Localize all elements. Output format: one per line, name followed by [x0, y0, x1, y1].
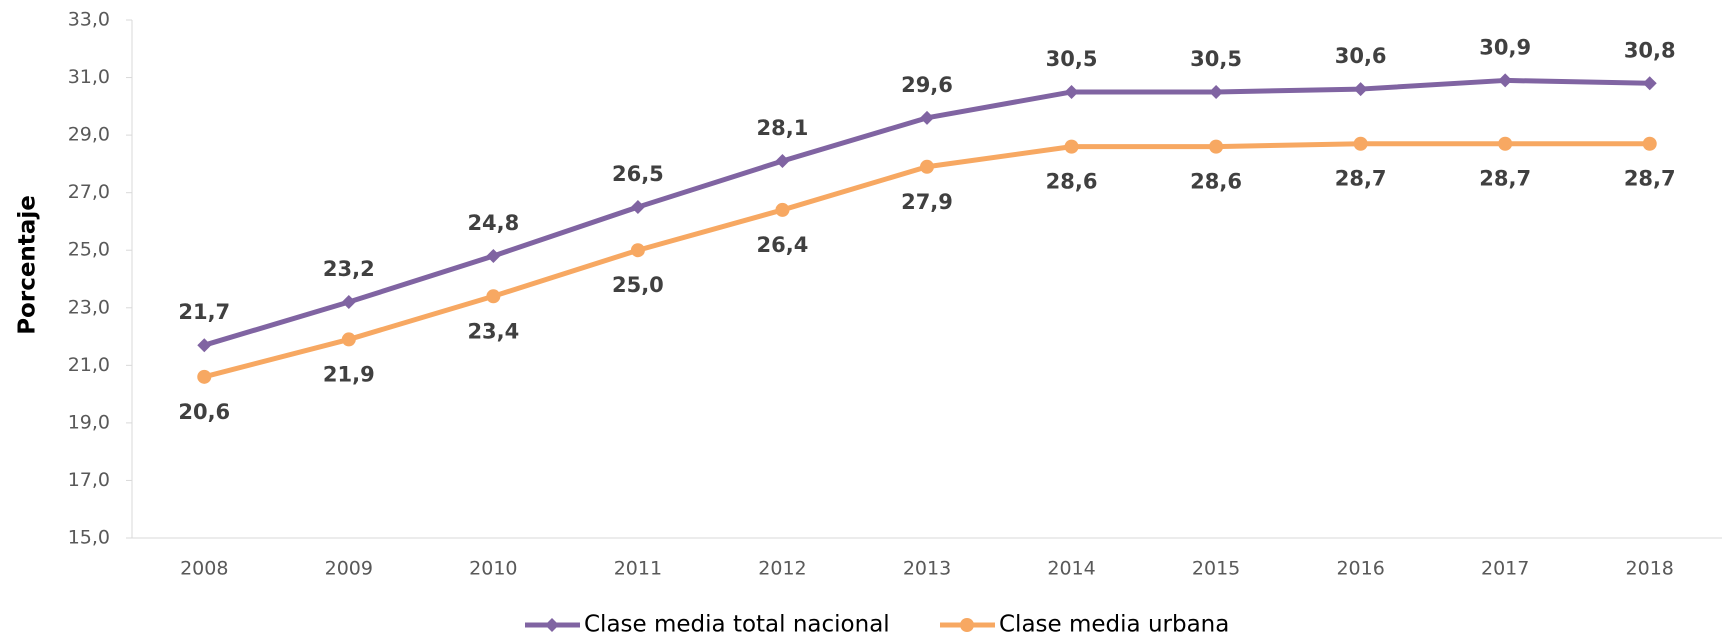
x-tick-label: 2009 [325, 558, 373, 580]
value-label: 30,5 [1190, 47, 1242, 71]
marker [1353, 136, 1368, 151]
marker [1209, 139, 1224, 154]
value-label: 30,6 [1335, 44, 1387, 68]
y-tick-label: 31,0 [68, 66, 110, 88]
marker [630, 243, 645, 258]
value-label: 30,9 [1479, 35, 1531, 59]
value-label: 20,6 [178, 400, 230, 424]
legend-marker [545, 618, 559, 632]
value-label: 28,6 [1190, 170, 1242, 194]
y-tick-label: 33,0 [68, 9, 110, 31]
marker [920, 159, 934, 174]
marker [1064, 139, 1079, 154]
x-tick-label: 2011 [614, 558, 662, 580]
x-tick-label: 2010 [469, 558, 517, 580]
value-label: 28,7 [1479, 167, 1531, 191]
value-label: 29,6 [901, 73, 953, 97]
value-label: 27,9 [901, 190, 953, 214]
y-tick-label: 21,0 [68, 354, 110, 376]
y-tick-label: 19,0 [68, 411, 110, 433]
marker [1498, 136, 1513, 151]
marker [486, 289, 501, 304]
y-axis-label: Porcentaje [15, 195, 41, 335]
marker [775, 154, 790, 169]
marker [1064, 84, 1079, 99]
x-tick-label: 2008 [180, 558, 228, 580]
x-tick-label: 2014 [1047, 558, 1095, 580]
value-label: 28,7 [1624, 167, 1676, 191]
marker [341, 332, 356, 347]
x-tick-label: 2012 [758, 558, 806, 580]
series-line [203, 141, 1650, 380]
value-label: 30,8 [1624, 38, 1676, 62]
legend-label: Clase media total nacional [584, 612, 890, 636]
marker [920, 110, 934, 125]
y-tick-label: 15,0 [68, 527, 110, 549]
x-tick-label: 2017 [1481, 558, 1529, 580]
y-tick-label: 27,0 [68, 181, 110, 203]
value-label: 30,5 [1046, 47, 1098, 71]
marker [197, 369, 212, 384]
marker [1642, 76, 1657, 91]
y-tick-label: 17,0 [68, 469, 110, 491]
marker [1642, 136, 1657, 151]
y-tick-label: 29,0 [68, 124, 110, 146]
marker [1209, 84, 1224, 99]
marker [630, 200, 645, 215]
value-label: 28,1 [757, 116, 809, 140]
value-label: 21,9 [323, 362, 375, 386]
marker [1353, 82, 1368, 97]
y-tick-label: 23,0 [68, 296, 110, 318]
legend-label: Clase media urbana [999, 612, 1229, 636]
value-label: 26,5 [612, 162, 664, 186]
x-tick-label: 2016 [1336, 558, 1384, 580]
marker [197, 338, 212, 353]
legend-marker [960, 618, 974, 632]
value-label: 28,7 [1335, 167, 1387, 191]
value-label: 23,2 [323, 257, 375, 281]
marker [341, 295, 356, 310]
value-label: 24,8 [467, 211, 519, 235]
marker [775, 202, 790, 217]
value-label: 26,4 [757, 233, 809, 257]
y-tick-label: 25,0 [68, 239, 110, 261]
value-label: 21,7 [178, 300, 230, 324]
value-label: 25,0 [612, 273, 664, 297]
marker [486, 248, 501, 263]
value-label: 28,6 [1046, 170, 1098, 194]
value-label: 23,4 [467, 319, 519, 343]
x-tick-label: 2015 [1192, 558, 1240, 580]
x-tick-label: 2013 [903, 558, 951, 580]
x-tick-label: 2018 [1626, 558, 1674, 580]
marker [1498, 73, 1513, 88]
